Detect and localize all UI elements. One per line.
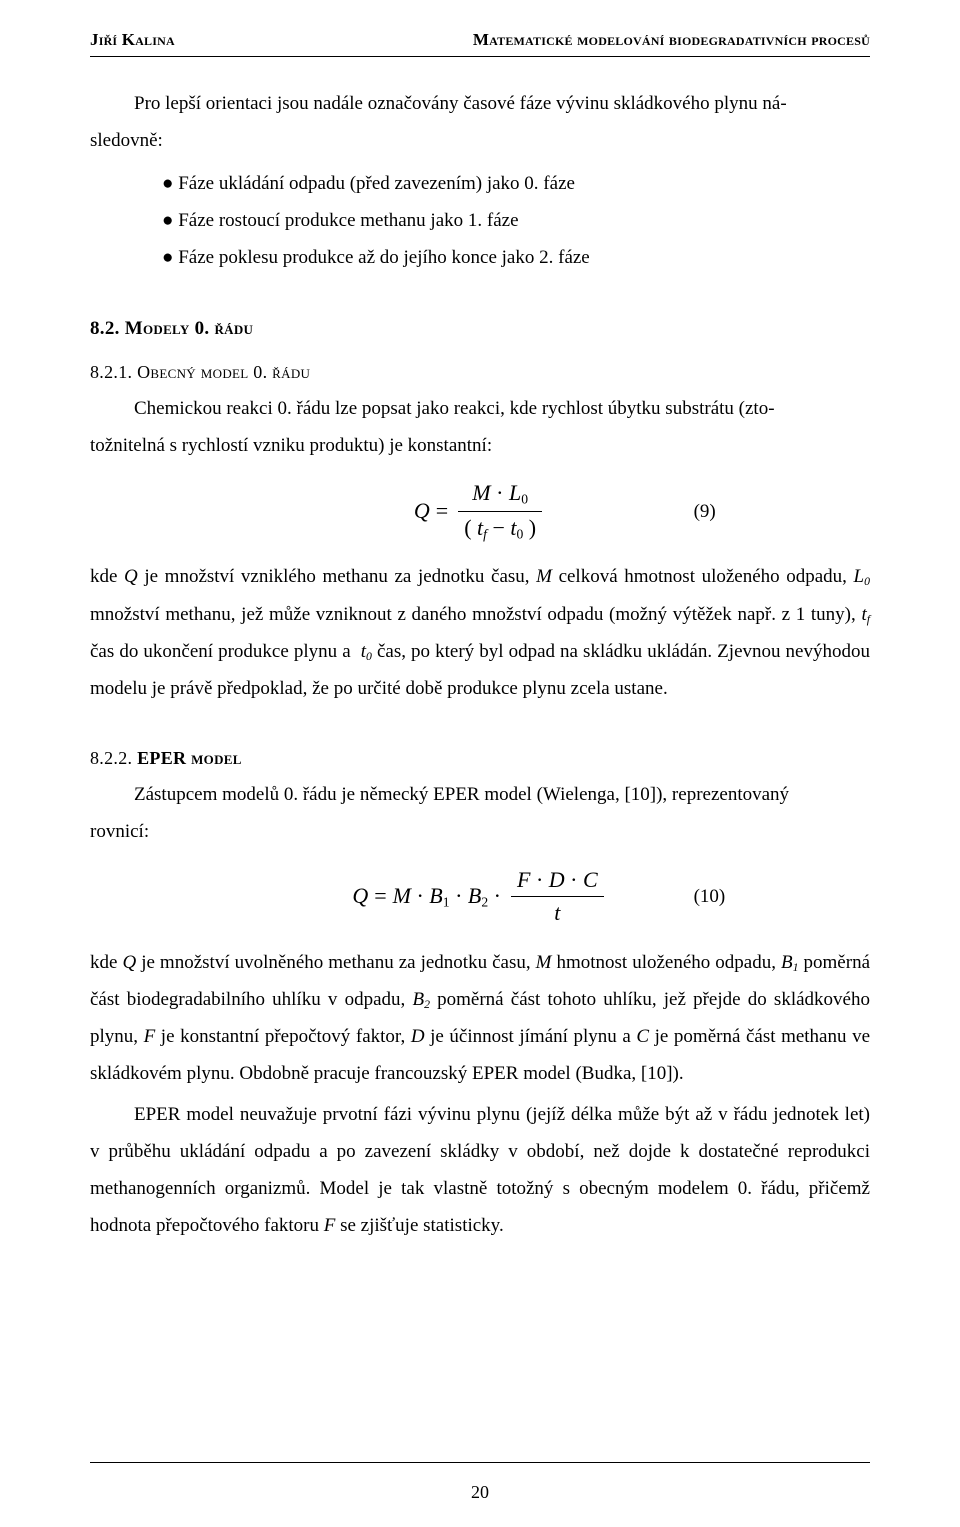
p-821-line-2: tožnitelná s rychlostí vzniku produktu) … <box>90 427 870 464</box>
p-after-eq10-2: EPER model neuvažuje prvotní fázi vývinu… <box>90 1096 870 1244</box>
equation-10-row: Q= M · B1 · B2 · F · D · C t (10) <box>90 862 870 932</box>
page: Jiří Kalina Matematické modelování biode… <box>0 0 960 1527</box>
section-8-2-1-heading: 8.2.1. Obecný model 0. řádu <box>90 355 870 390</box>
equation-9-label: (9) <box>694 493 716 530</box>
header-doc-title: Matematické modelování biodegradativních… <box>473 30 870 50</box>
equation-10-label: (10) <box>694 878 726 915</box>
list-item: Fáze ukládání odpadu (před zavezením) ja… <box>162 165 870 202</box>
subsection-number: 8.2.2. <box>90 748 137 768</box>
subsection-name: EPER model <box>137 748 242 768</box>
equation-9-row: Q= M · L0 ( tf − t0 ) (9) <box>90 476 870 546</box>
p-after-eq9: kde Q je množství vzniklého methanu za j… <box>90 558 870 706</box>
section-8-2-heading: 8.2. Modely 0. řádu <box>90 310 870 347</box>
p-822-line-2: rovnicí: <box>90 813 870 850</box>
page-number: 20 <box>0 1482 960 1503</box>
p-822-line-1: Zástupcem modelů 0. řádu je německý EPER… <box>90 776 870 813</box>
header-rule <box>90 56 870 57</box>
body: Pro lepší orientaci jsou nadále označová… <box>90 85 870 1244</box>
section-name: Modely 0. řádu <box>125 318 253 339</box>
intro-line-2: sledovně: <box>90 122 870 159</box>
footer-rule <box>90 1462 870 1463</box>
subsection-name: Obecný model 0. řádu <box>137 362 310 382</box>
header-author: Jiří Kalina <box>90 30 175 50</box>
running-header: Jiří Kalina Matematické modelování biode… <box>90 30 870 50</box>
section-number: 8.2. <box>90 318 125 339</box>
equation-9: Q= M · L0 ( tf − t0 ) <box>414 480 546 543</box>
intro-line-1: Pro lepší orientaci jsou nadále označová… <box>90 85 870 122</box>
list-item: Fáze rostoucí produkce methanu jako 1. f… <box>162 202 870 239</box>
p-821-line-1: Chemickou reakci 0. řádu lze popsat jako… <box>90 390 870 427</box>
p-after-eq10-1: kde Q je množství uvolněného methanu za … <box>90 944 870 1092</box>
equation-10: Q= M · B1 · B2 · F · D · C t <box>352 867 607 927</box>
subsection-number: 8.2.1. <box>90 362 137 382</box>
section-8-2-2-heading: 8.2.2. EPER model <box>90 741 870 776</box>
intro-bullets: Fáze ukládání odpadu (před zavezením) ja… <box>162 165 870 276</box>
list-item: Fáze poklesu produkce až do jejího konce… <box>162 239 870 276</box>
